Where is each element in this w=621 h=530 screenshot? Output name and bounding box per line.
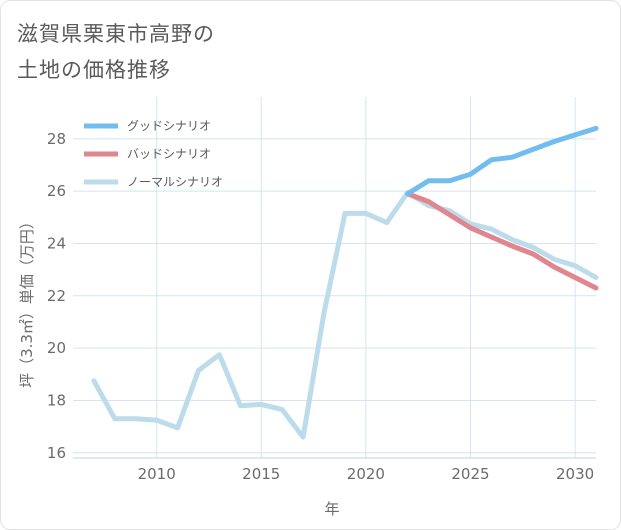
x-tick-label-2020: 2020 <box>347 465 385 483</box>
series-line-2 <box>405 191 599 291</box>
legend-label-3[interactable]: ノーマルシナリオ <box>127 175 223 189</box>
y-tick-label-28: 28 <box>47 130 66 148</box>
chart-title: 滋賀県栗東市高野の 土地の価格推移 <box>17 16 317 88</box>
x-tick-label-2030: 2030 <box>556 465 594 483</box>
grid-lines <box>73 97 596 459</box>
series-lines <box>91 125 599 440</box>
series-line-1 <box>405 125 599 197</box>
x-tick-label-2025: 2025 <box>451 465 489 483</box>
series-line-3 <box>91 190 599 440</box>
chart-title-line-1: 滋賀県栗東市高野の <box>17 22 215 46</box>
y-tick-label-26: 26 <box>47 182 66 200</box>
y-tick-label-16: 16 <box>47 444 66 462</box>
x-tick-label-2010: 2010 <box>138 465 176 483</box>
x-tick-labels: 2010 2015 2020 2025 2030 <box>138 465 595 483</box>
x-tick-label-2015: 2015 <box>242 465 280 483</box>
legend-label-1[interactable]: グッドシナリオ <box>127 119 211 133</box>
chart-title-line-2: 土地の価格推移 <box>17 58 171 82</box>
y-tick-label-20: 20 <box>47 339 66 357</box>
y-axis-title: 坪（3.3㎡）単価（万円） <box>18 214 36 388</box>
legend-label-2[interactable]: バッドシナリオ <box>127 147 211 161</box>
y-tick-label-22: 22 <box>47 287 66 305</box>
y-tick-labels: 16 18 20 22 24 26 28 <box>47 130 66 462</box>
y-tick-label-24: 24 <box>47 234 66 252</box>
y-tick-label-18: 18 <box>47 391 66 409</box>
x-axis-title: 年 <box>324 500 339 518</box>
